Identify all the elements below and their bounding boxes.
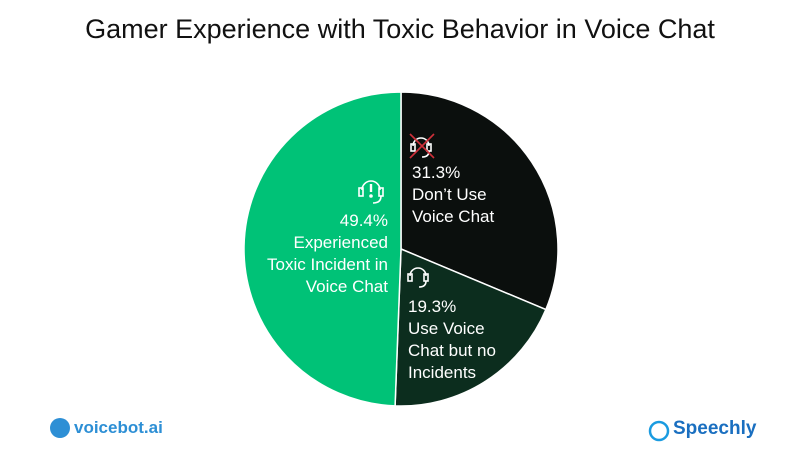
category-label: Use Voice Chat but no Incidents — [408, 319, 496, 382]
voicebot-icon — [50, 418, 70, 438]
pie-slice — [394, 247, 547, 407]
logo: voicebot.ai — [74, 418, 163, 437]
logo: Speechly — [673, 418, 757, 439]
icon-no-voice — [409, 133, 435, 159]
slice-label: 31.3% Don’t Use Voice Chat — [412, 162, 512, 228]
value-label: 31.3% — [412, 163, 461, 182]
slice-label: 19.3% Use Voice Chat but no Incidents — [408, 296, 508, 384]
category-label: Experienced Toxic Incident in Voice Chat — [267, 233, 388, 296]
icon-toxic — [358, 180, 384, 204]
slice-label: 49.4% Experienced Toxic Incident in Voice… — [258, 210, 388, 298]
value-label: 19.3% — [408, 297, 457, 316]
chart-title: Gamer Experience with Toxic Behavior in … — [85, 14, 715, 44]
pie-slice — [243, 91, 402, 407]
category-label: Don’t Use Voice Chat — [412, 185, 495, 226]
speechly-icon — [648, 420, 670, 442]
value-label: 49.4% — [339, 211, 388, 230]
pie-slice — [400, 91, 559, 311]
icon-voice — [407, 267, 429, 288]
